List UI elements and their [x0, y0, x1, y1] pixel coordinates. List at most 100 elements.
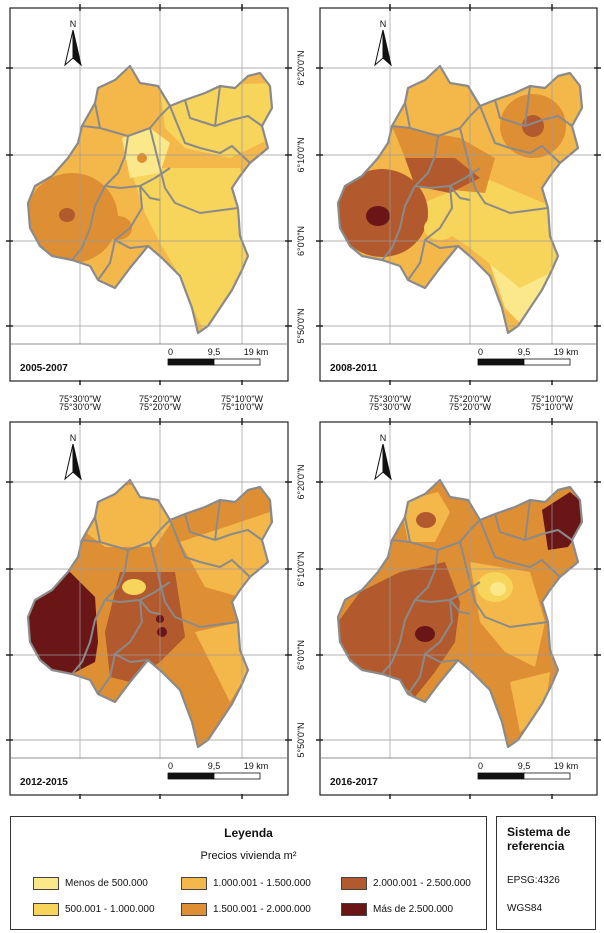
price-zone — [416, 512, 436, 528]
study-area-outline — [26, 64, 274, 335]
municipal-boundary — [524, 499, 531, 541]
map-frame — [9, 421, 289, 796]
municipal-boundary — [407, 185, 453, 281]
legend-label: Menos de 500.000 — [65, 878, 148, 889]
municipal-boundary — [139, 185, 161, 201]
latitude-label: 6°0'0"N — [296, 640, 306, 670]
municipal-boundary — [469, 167, 549, 214]
north-arrow-right — [72, 29, 82, 67]
longitude-label: 75°20'0"W — [449, 402, 492, 412]
legend-item: 2.000.001 - 2.500.000 — [341, 877, 471, 890]
scale-bar-light — [213, 358, 261, 366]
scale-label: 9,5 — [208, 761, 221, 771]
municipal-boundary — [381, 549, 439, 675]
map-content — [10, 8, 288, 381]
price-zone — [510, 672, 550, 732]
epsg-code: EPSG:4326 — [507, 875, 560, 886]
map-clip — [10, 422, 288, 795]
legend-swatch — [33, 877, 59, 890]
municipal-boundary — [184, 99, 263, 127]
north-arrow-icon: N — [64, 433, 82, 481]
latitude-label: 6°20'0"N — [296, 50, 306, 85]
scale-label: 9,5 — [208, 347, 221, 357]
map-clip — [320, 422, 597, 795]
municipal-boundary — [459, 127, 471, 169]
longitude-label: 75°10'0"W — [221, 402, 264, 412]
legend-swatch — [341, 877, 367, 890]
municipal-boundary — [97, 599, 143, 695]
period-label: 2008-2011 — [330, 363, 378, 374]
north-arrow-icon: N — [374, 19, 392, 67]
latitude-label: 6°10'0"N — [296, 551, 306, 586]
study-area-outline — [26, 478, 274, 749]
map-frame — [319, 421, 598, 796]
map-panels: 6°20'0"N 6°10'0"N 6°0'0"N 5°50'0"N 75°30'0"W… — [6, 4, 601, 799]
longitude-label: 75°20'0"W — [139, 394, 182, 404]
municipal-boundary — [149, 127, 161, 169]
price-zone — [122, 128, 170, 178]
map-panel: 6°20'0"N6°10'0"N6°0'0"N5°50'0"N75°30'0"W… — [6, 4, 306, 404]
price-zone — [157, 627, 167, 637]
period-label: 2012-2015 — [20, 777, 68, 788]
price-zone — [338, 562, 460, 697]
legend-label: 1.500.001 - 2.000.000 — [213, 904, 311, 915]
municipal-boundary — [391, 539, 411, 543]
municipal-boundary — [459, 541, 471, 583]
legend-label: 1.000.001 - 1.500.000 — [213, 878, 311, 889]
municipal-boundary — [114, 653, 149, 663]
legend-box: Leyenda Precios vivienda m² Menos de 500… — [10, 816, 487, 930]
longitude-label: 75°30'0"W — [369, 394, 412, 404]
north-arrow-left — [64, 29, 74, 67]
north-label: N — [70, 433, 77, 443]
reference-system-box: Sistema de referencia EPSG:4326 WGS84 — [496, 816, 596, 930]
legend-label: Más de 2.500.000 — [373, 904, 454, 915]
north-label: N — [70, 19, 77, 29]
north-arrow-left — [64, 443, 74, 481]
longitude-label: 75°10'0"W — [531, 402, 574, 412]
scale-label: 19 km — [244, 347, 269, 357]
municipal-boundary — [184, 513, 263, 541]
municipal-boundary — [159, 581, 239, 628]
price-zone — [490, 582, 506, 596]
municipal-boundary — [469, 581, 549, 628]
municipal-boundary — [479, 519, 561, 578]
map-clip — [10, 8, 288, 381]
price-zone — [137, 153, 147, 163]
scale-bar-dark — [167, 358, 215, 366]
study-area-outline — [336, 64, 584, 335]
scale-bar-dark — [477, 772, 525, 780]
legend-title: Leyenda — [224, 826, 273, 840]
scale-label: 19 km — [244, 761, 269, 771]
map-content — [10, 422, 288, 795]
municipal-boundary — [404, 102, 481, 137]
municipal-boundary — [524, 85, 531, 127]
map-panel: 6°20'0"N6°10'0"N6°0'0"N5°50'0"N75°30'0"W… — [316, 4, 601, 404]
municipal-boundary — [94, 102, 171, 137]
municipal-boundary — [214, 85, 221, 127]
latitude-label: 5°50'0"N — [296, 722, 306, 757]
study-area-outline — [336, 478, 584, 749]
map-clip — [320, 8, 597, 381]
municipal-boundary — [214, 499, 221, 541]
municipal-boundary — [391, 125, 411, 129]
scale-label: 9,5 — [518, 761, 531, 771]
price-zone — [99, 517, 131, 537]
legend-item: 500.001 - 1.000.000 — [33, 903, 155, 916]
north-arrow-left — [374, 29, 384, 67]
legend-subtitle: Precios vivienda m² — [200, 850, 297, 862]
legend-swatch — [341, 903, 367, 916]
municipal-boundary — [139, 599, 161, 615]
latitude-label: 5°50'0"N — [296, 308, 306, 343]
legend-item: 1.500.001 - 2.000.000 — [181, 903, 311, 916]
municipal-boundary — [494, 513, 573, 541]
municipal-boundary — [494, 99, 573, 127]
scale-bar-light — [523, 358, 571, 366]
municipal-boundary — [97, 185, 143, 281]
municipal-boundary — [159, 167, 239, 214]
scale-bar-light — [523, 772, 571, 780]
scale-label: 19 km — [554, 347, 579, 357]
legend-swatch — [181, 877, 207, 890]
scale-label: 0 — [168, 761, 173, 771]
map-frame — [9, 7, 289, 382]
